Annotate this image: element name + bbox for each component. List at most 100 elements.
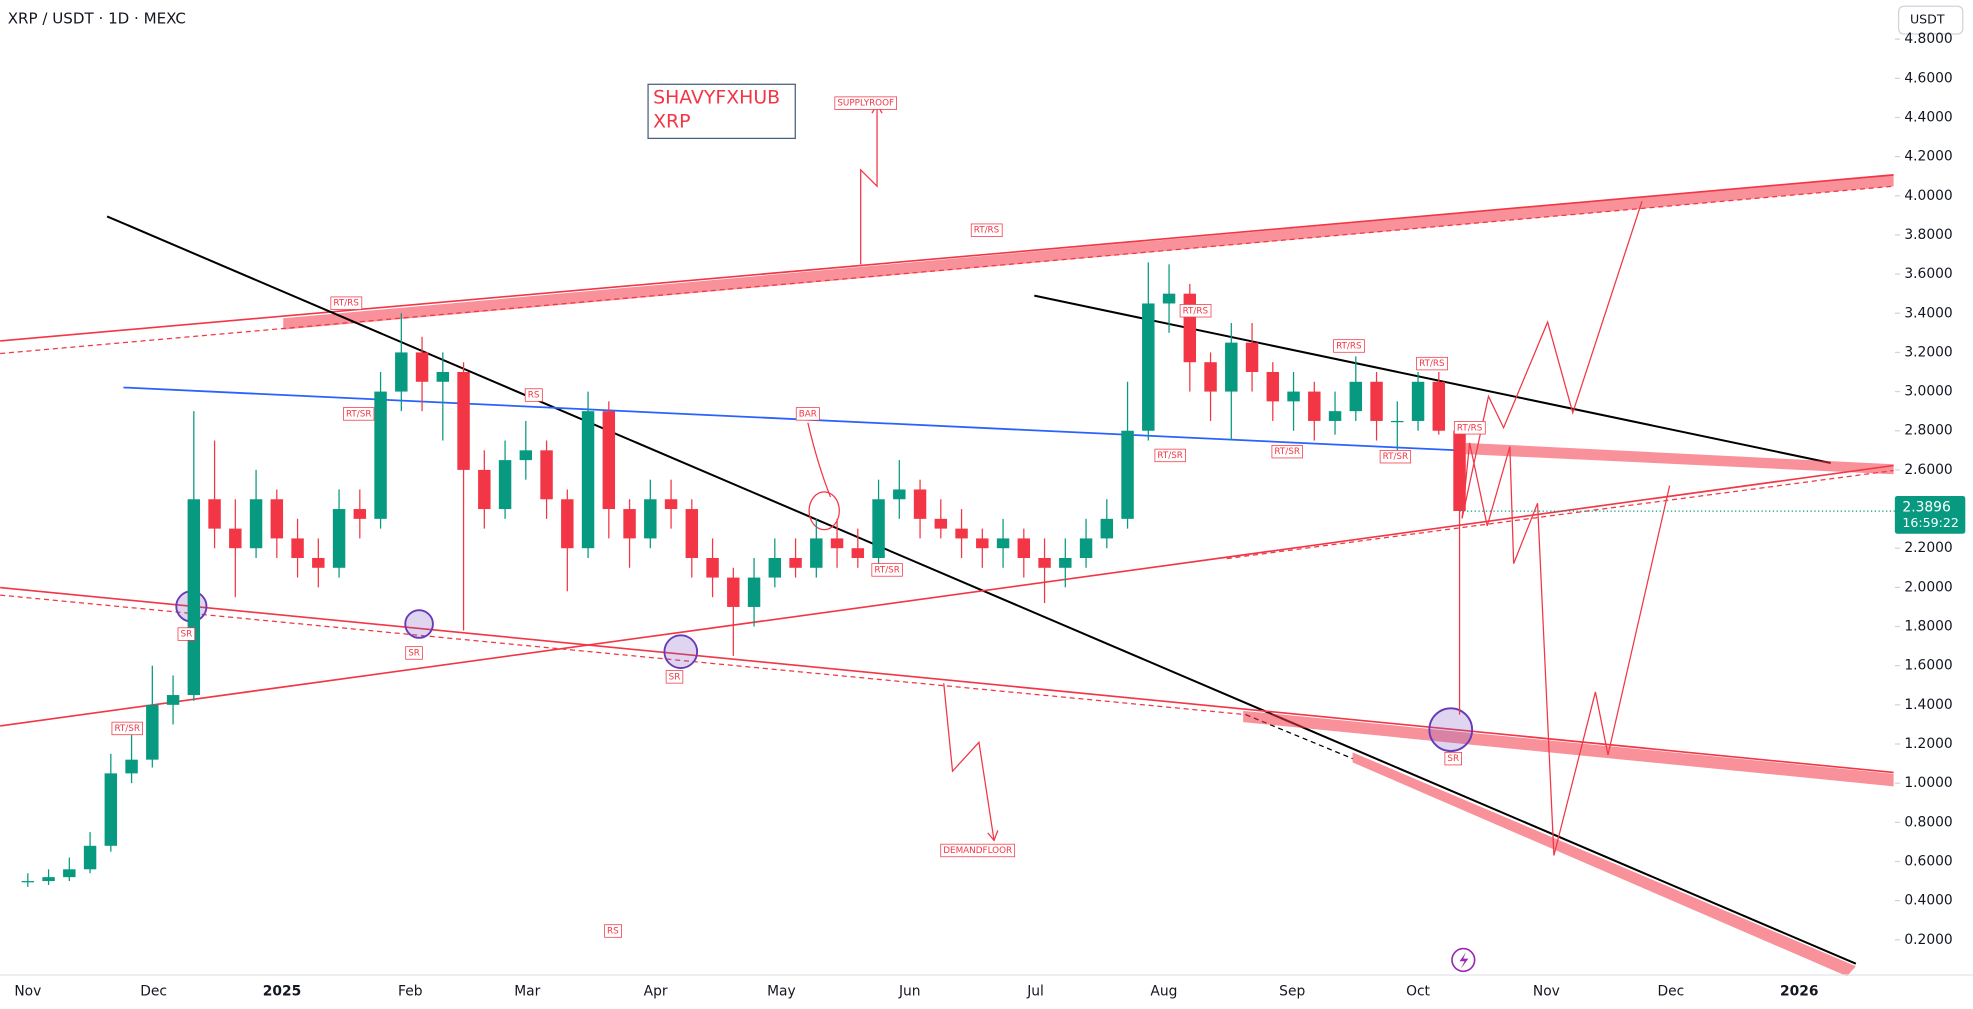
candle-body [332,509,346,568]
candle-body [706,557,719,578]
countdown: 16:59:22 [1902,515,1959,530]
candle-body [374,391,387,519]
x-tick-label: Feb [398,983,423,999]
candle-body [1183,293,1197,363]
candle-body [623,509,636,539]
annotation-box [1379,450,1412,464]
candle-body [830,538,844,549]
annotation: SUPPLYROOF [837,99,894,109]
annotation-box [1444,751,1463,766]
y-tick-label: 4.6000 [1904,70,1952,86]
y-tick-label: 4.0000 [1904,188,1952,204]
y-tick-label: 4.4000 [1904,109,1952,125]
annotation-box [1179,304,1212,318]
currency-button[interactable] [1897,5,1964,35]
candle-body [146,704,159,760]
candle-body [810,538,823,568]
annotation: RT/SR [346,409,372,419]
watermark: XRP [653,111,690,133]
trendline [0,464,1894,727]
watermark: SHAVYFXHUB [653,87,780,109]
candle-body [1038,557,1051,568]
candle-body [913,489,927,519]
x-tick-label: Mar [514,983,540,999]
candle-body [727,577,740,607]
candle-body [125,759,138,774]
candle-body [1142,303,1155,431]
y-tick-label: 3.2000 [1904,344,1952,360]
trendline [0,594,1246,716]
trendline [0,174,1894,342]
y-tick-label: 1.0000 [1904,775,1952,791]
annotation-box [1271,444,1303,459]
y-tick-label: 0.6000 [1904,853,1952,869]
candle-body [996,538,1010,549]
pivot-circle [404,609,434,639]
arrow [860,104,878,265]
candle-body [1225,342,1238,392]
candle-body [21,881,35,883]
x-tick-label: Apr [644,983,668,999]
trendline [1226,469,1894,560]
annotation: RT/RS [1457,423,1483,433]
annotation: RT/SR [874,565,900,575]
x-tick-label: 2026 [1780,983,1818,999]
candle-body [1287,391,1300,402]
y-tick-label: 2.6000 [1904,462,1952,478]
bar-curve [807,422,832,498]
annotation: RS [528,391,540,401]
x-tick-label: Nov [1533,983,1560,999]
candle-body [768,557,782,578]
watermark-box [647,83,796,140]
candle-body [1266,371,1280,402]
candle-body [208,499,221,529]
last-price-label: 2.3896 [1902,499,1950,515]
last-price-box [1894,495,1966,534]
x-tick-label: Jun [898,983,921,999]
candle-body [1100,518,1114,539]
annotation-box [1154,448,1186,463]
annotation-box [871,563,903,577]
candle-body [851,548,865,558]
candle-body [976,538,989,549]
candle-body [540,450,553,500]
annotation: RT/RS [333,299,359,309]
x-tick-label: Oct [1406,983,1430,999]
candle-body [893,489,906,500]
candle-body [955,528,968,539]
candle-body [104,773,118,846]
candle-body [42,877,55,882]
annotation-box [940,843,1016,858]
annotation: RT/SR [1383,452,1409,462]
annotation: RT/RS [1336,341,1362,351]
trendline [0,586,1894,774]
y-tick-label: 2.2000 [1904,540,1952,556]
annotation-box [665,670,684,684]
x-tick-label: May [767,983,796,999]
zone [1352,752,1856,977]
zone [1243,710,1894,787]
candle-body [436,371,450,382]
annotation-box [970,223,1003,237]
projection [1461,201,1643,519]
candle-body [1121,430,1134,519]
annotation: RT/RS [1419,359,1445,369]
x-tick-label: Dec [1658,983,1685,999]
currency-label: USDT [1910,12,1945,27]
annotation: RT/SR [1274,447,1300,457]
trendline [106,215,1857,965]
candle-body [83,845,97,870]
candle-body [1411,381,1425,421]
candle-body [63,869,76,878]
annotation: RT/RS [974,226,1000,236]
annotation: SR [180,630,192,640]
y-tick-label: 3.4000 [1904,305,1952,321]
trendline [123,386,1460,452]
zone [1465,442,1894,475]
candle-body [872,499,885,558]
pivot-circle [1428,707,1474,753]
candle-body [498,460,512,510]
annotation-box [604,924,622,938]
x-tick-label: Nov [14,983,41,999]
candle-body [934,518,948,529]
